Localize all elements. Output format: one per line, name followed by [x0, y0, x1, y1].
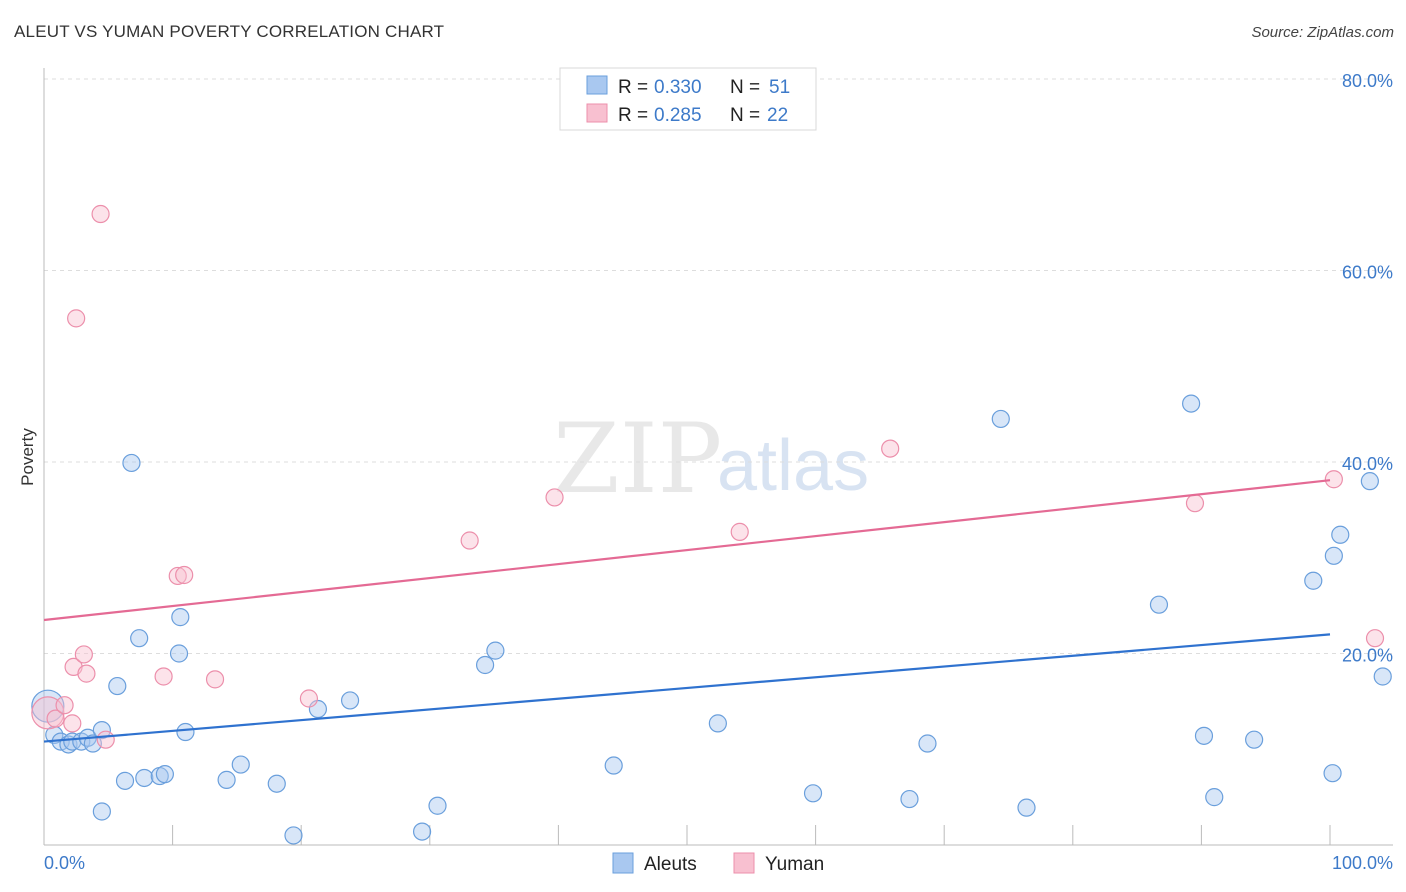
yuman-point — [97, 731, 114, 748]
aleuts-point — [805, 785, 822, 802]
yuman-point — [68, 310, 85, 327]
bottom-legend-label-yuman: Yuman — [765, 854, 824, 875]
legend-r-value-aleuts: 0.330 — [654, 77, 702, 98]
legend-r-label-aleuts: R = — [618, 77, 648, 98]
yuman-point — [155, 668, 172, 685]
y-axis-label: Poverty — [18, 428, 37, 486]
aleuts-point — [1374, 668, 1391, 685]
aleuts-point — [131, 630, 148, 647]
aleuts-point — [177, 724, 194, 741]
yuman-point — [75, 646, 92, 663]
aleuts-point — [1018, 799, 1035, 816]
aleuts-point — [109, 678, 126, 695]
x-axis-ticks — [173, 825, 1330, 845]
aleuts-point — [919, 735, 936, 752]
aleuts-point — [1332, 526, 1349, 543]
x-tick-label-min: 0.0% — [44, 853, 85, 873]
legend-r-label-yuman: R = — [618, 105, 648, 126]
bottom-legend-label-aleuts: Aleuts — [644, 854, 697, 875]
legend-n-value-aleuts: 51 — [769, 77, 790, 98]
yuman-point — [78, 665, 95, 682]
aleuts-point — [709, 715, 726, 732]
yuman-point — [56, 697, 73, 714]
legend-swatch-yuman — [587, 104, 607, 122]
trend-lines — [44, 480, 1330, 741]
aleuts-point — [992, 410, 1009, 427]
aleuts-point — [1324, 765, 1341, 782]
aleuts-point — [1305, 572, 1322, 589]
aleuts-point — [1150, 596, 1167, 613]
y-axis-tick-labels: 20.0% 40.0% 60.0% 80.0% — [1342, 71, 1393, 666]
yuman-point — [92, 206, 109, 223]
aleuts-point — [123, 454, 140, 471]
yuman-point — [882, 440, 899, 457]
aleuts-point — [605, 757, 622, 774]
aleuts-point — [218, 771, 235, 788]
aleuts-point — [429, 797, 446, 814]
aleuts-point — [156, 766, 173, 783]
aleuts-point — [1206, 789, 1223, 806]
aleuts-point — [232, 756, 249, 773]
aleuts-point — [285, 827, 302, 844]
aleuts-point — [901, 791, 918, 808]
aleuts-point — [136, 769, 153, 786]
gridlines — [44, 79, 1393, 654]
aleuts-trend-line — [44, 634, 1330, 741]
aleuts-point — [1361, 473, 1378, 490]
watermark-atlas: atlas — [717, 426, 869, 506]
legend-n-label-aleuts: N = — [730, 77, 760, 98]
aleuts-point — [1183, 395, 1200, 412]
yuman-point — [461, 532, 478, 549]
yuman-point — [546, 489, 563, 506]
yuman-point — [207, 671, 224, 688]
legend-r-value-yuman: 0.285 — [654, 105, 702, 126]
watermark-zip: ZIP — [553, 403, 722, 515]
aleuts-point — [171, 645, 188, 662]
series-legend: Aleuts Yuman — [613, 853, 824, 875]
aleuts-point — [477, 656, 494, 673]
aleuts-point — [1195, 727, 1212, 744]
aleuts-point — [342, 692, 359, 709]
aleuts-point — [93, 803, 110, 820]
aleuts-point — [1246, 731, 1263, 748]
y-tick-label-40: 40.0% — [1342, 454, 1393, 474]
yuman-point — [1186, 495, 1203, 512]
aleuts-point — [117, 772, 134, 789]
bottom-legend-swatch-aleuts — [613, 853, 633, 873]
aleuts-point — [414, 823, 431, 840]
yuman-point — [64, 715, 81, 732]
yuman-point — [731, 523, 748, 540]
bottom-legend-swatch-yuman — [734, 853, 754, 873]
aleuts-point — [1325, 547, 1342, 564]
yuman-point — [176, 566, 193, 583]
legend-swatch-aleuts — [587, 76, 607, 94]
yuman-point — [1367, 630, 1384, 647]
poverty-scatter-chart: ZIP atlas 20.0% 40.0% 60.0% 80.0% 0.0% 100.… — [0, 0, 1406, 892]
y-tick-label-80: 80.0% — [1342, 71, 1393, 91]
y-tick-label-60: 60.0% — [1342, 263, 1393, 283]
legend-n-value-yuman: 22 — [767, 105, 788, 126]
y-tick-label-20: 20.0% — [1342, 646, 1393, 666]
aleuts-point — [487, 642, 504, 659]
aleuts-point — [268, 775, 285, 792]
yuman-point — [300, 690, 317, 707]
x-tick-label-max: 100.0% — [1332, 853, 1393, 873]
legend-n-label-yuman: N = — [730, 105, 760, 126]
yuman-point — [1325, 471, 1342, 488]
aleuts-point — [172, 609, 189, 626]
stats-legend: R = 0.330 N = 51 R = 0.285 N = 22 — [560, 68, 816, 130]
